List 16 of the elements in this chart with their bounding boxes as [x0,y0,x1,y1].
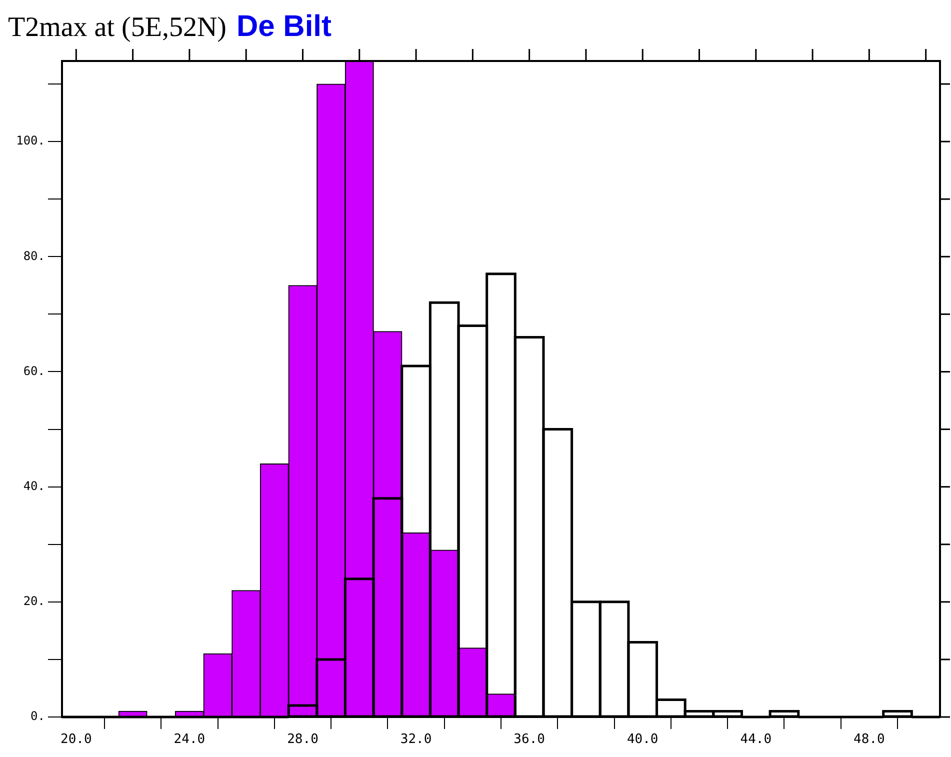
x-tick-label: 24.0 [174,732,206,748]
chart-title: T2max at (5E,52N) [8,12,226,44]
y-tick-label: 0. [30,709,45,724]
x-tick-label: 44.0 [740,732,772,748]
y-tick-label: 40. [23,478,45,493]
x-tick-label: 20.0 [60,732,92,748]
x-tick-label: 48.0 [854,732,885,748]
x-tick-label: 40.0 [626,732,658,748]
x-tick-label: 28.0 [287,732,318,748]
y-tick-label: 20. [23,594,45,608]
x-tick-label: 32.0 [400,732,432,748]
chart-subtitle: De Bilt [236,10,332,44]
y-tick-label: 100. [16,134,45,148]
x-tick-label: 36.0 [514,732,545,748]
y-tick-label: 60. [23,364,45,378]
y-tick-label: 80. [23,248,45,263]
